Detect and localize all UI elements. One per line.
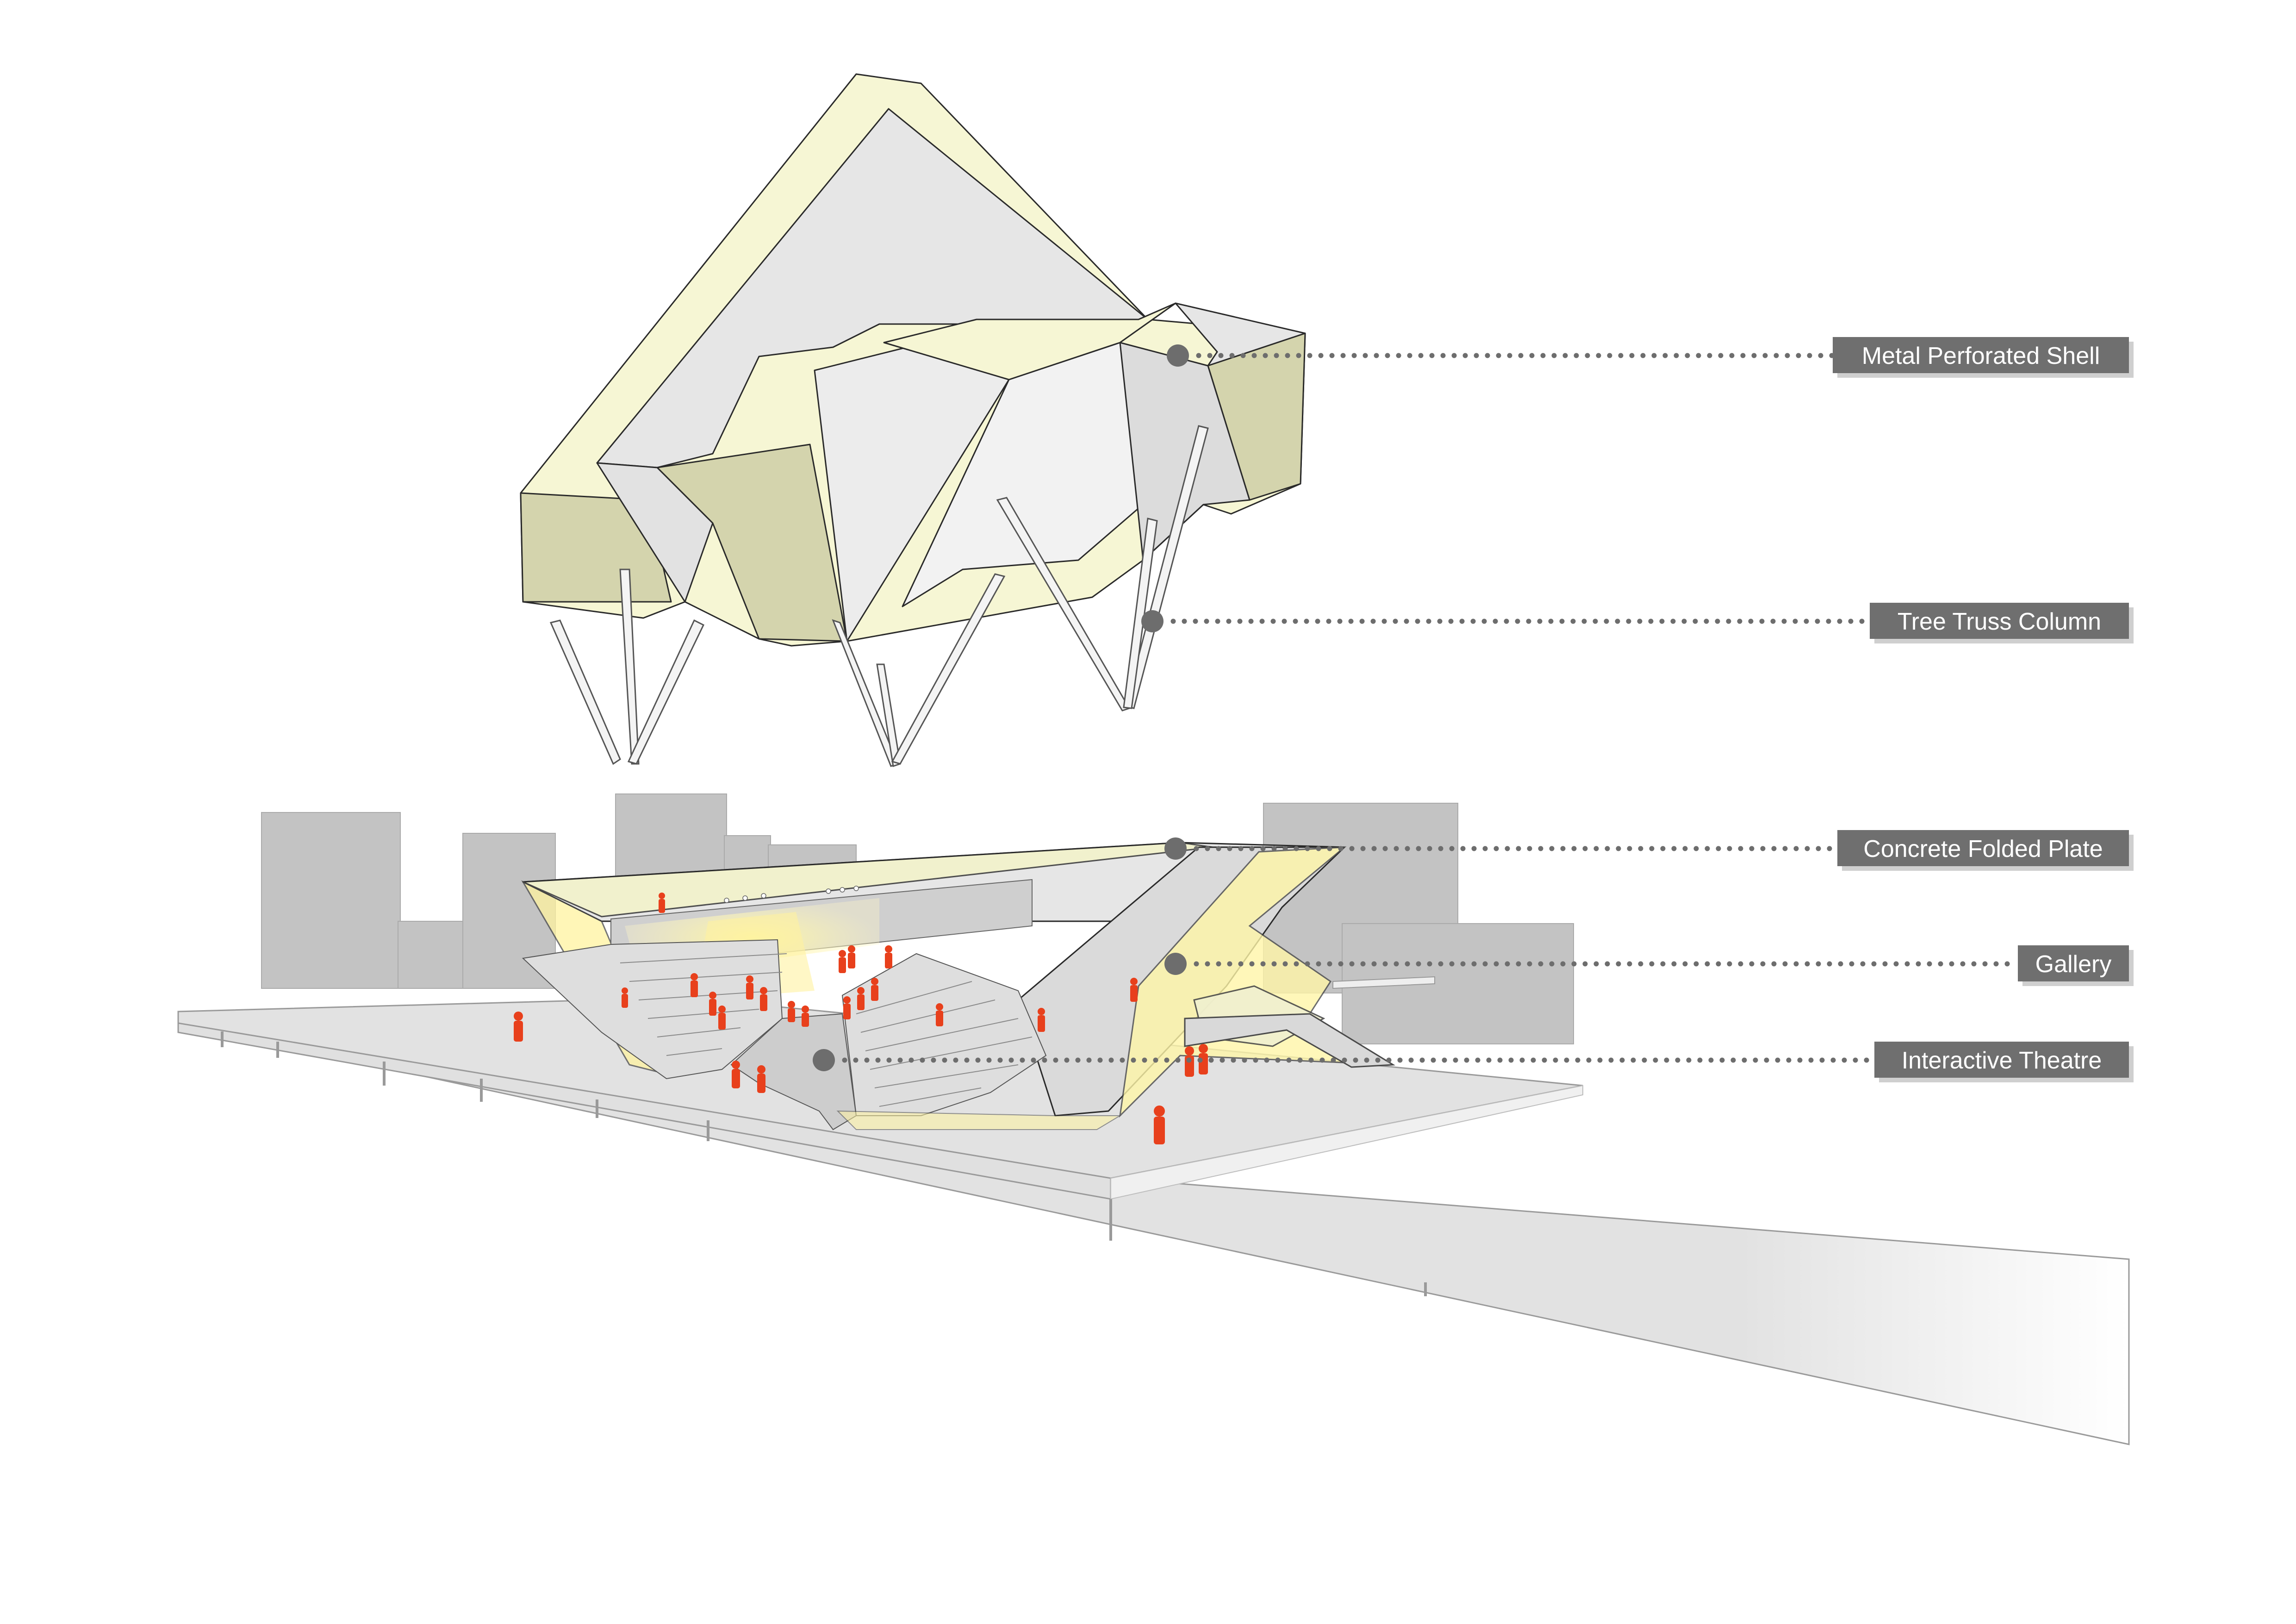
tree-truss-columns (549, 425, 1209, 767)
label-interactive-theatre: Interactive Theatre (1902, 1047, 2102, 1074)
label-tree-truss-column: Tree Truss Column (1898, 608, 2101, 635)
callout-gallery: Gallery (1164, 945, 2134, 986)
label-metal-perforated-shell: Metal Perforated Shell (1862, 343, 2100, 369)
callout-marker (813, 1049, 835, 1071)
metal-perforated-shell (520, 73, 1306, 767)
label-gallery: Gallery (2035, 951, 2112, 978)
callout-metal-perforated-shell: Metal Perforated Shell (1167, 337, 2134, 378)
callout-interactive-theatre: Interactive Theatre (813, 1042, 2134, 1082)
callout-tree-truss-column: Tree Truss Column (1141, 603, 2134, 643)
callout-marker (1167, 344, 1189, 367)
callout-marker (1164, 837, 1187, 860)
callout-concrete-folded-plate: Concrete Folded Plate (1164, 830, 2134, 871)
label-concrete-folded-plate: Concrete Folded Plate (1863, 836, 2103, 862)
callout-marker (1164, 953, 1187, 975)
people-figures (514, 893, 1208, 1144)
callout-marker (1141, 610, 1164, 632)
ground-deck (177, 997, 2130, 1445)
